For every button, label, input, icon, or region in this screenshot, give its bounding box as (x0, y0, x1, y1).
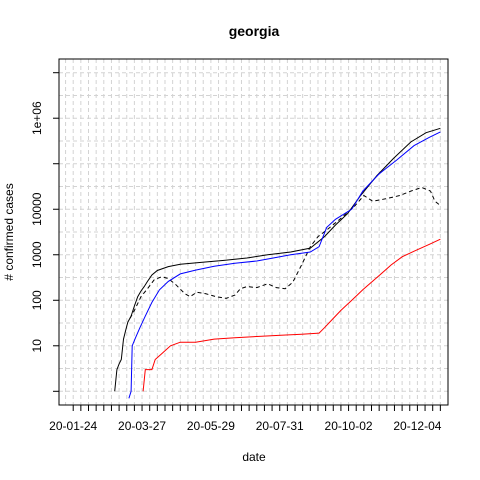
x-axis: 20-01-24 20-03-27 20-05-29 20-07-31 20-10-02… (49, 404, 442, 433)
x-tick-label: 20-10-02 (325, 419, 373, 433)
y-tick-label: 10000 (30, 192, 44, 226)
chart-title: georgia (229, 23, 280, 39)
series-line-3 (142, 238, 441, 392)
y-tick-label: 10 (30, 339, 44, 353)
y-tick-label: 1e+06 (30, 101, 44, 135)
x-axis-label: date (242, 450, 266, 464)
x-tick-label: 20-12-04 (393, 419, 441, 433)
y-axis-label: # confirmed cases (2, 183, 16, 280)
x-tick-label: 20-03-27 (118, 419, 166, 433)
series-group (114, 127, 441, 399)
x-tick-label: 20-05-29 (187, 419, 235, 433)
y-tick-label: 1000 (30, 241, 44, 268)
series-line-2 (128, 131, 441, 399)
series-line-1 (129, 186, 441, 319)
grid (59, 59, 449, 405)
y-tick-label: 100 (30, 290, 44, 310)
y-axis: 10 100 1000 10000 1e+06 (30, 72, 60, 392)
x-tick-label: 20-01-24 (49, 419, 97, 433)
x-tick-label: 20-07-31 (256, 419, 304, 433)
